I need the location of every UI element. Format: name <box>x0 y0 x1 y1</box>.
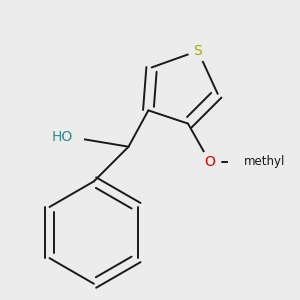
Text: S: S <box>194 44 202 58</box>
Text: HO: HO <box>51 130 72 144</box>
Text: O: O <box>204 154 215 169</box>
Text: methyl: methyl <box>244 155 286 168</box>
